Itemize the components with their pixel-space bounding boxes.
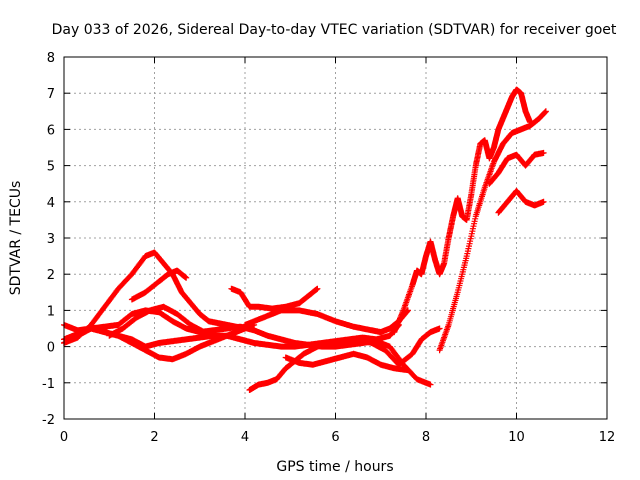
- plus-markers: [246, 325, 443, 393]
- y-tick-label: 6: [47, 123, 55, 138]
- plus-markers: [436, 108, 549, 354]
- sat-track-12: [436, 108, 549, 354]
- sat-track-5: [128, 267, 190, 303]
- data-marks: [61, 86, 549, 393]
- plus-markers: [228, 285, 321, 312]
- plus-markers: [128, 267, 190, 303]
- sat-track-9: [246, 325, 443, 393]
- y-tick-label: 1: [47, 304, 55, 319]
- y-tick-label: 3: [47, 232, 55, 247]
- y-tick-label: 4: [47, 196, 55, 211]
- y-tick-label: 7: [47, 87, 55, 102]
- y-tick-label: -1: [42, 377, 55, 392]
- sat-track-7: [228, 285, 321, 312]
- plus-markers: [391, 86, 534, 336]
- chart-title: Day 033 of 2026, Sidereal Day-to-day VTE…: [52, 22, 617, 38]
- x-tick-label: 0: [60, 430, 68, 445]
- x-tick-label: 4: [241, 430, 249, 445]
- sat-track-13: [486, 149, 547, 187]
- sat-track-11: [391, 86, 534, 336]
- plus-markers: [495, 187, 547, 216]
- y-tick-label: 0: [47, 341, 55, 356]
- sat-track-6: [106, 303, 208, 339]
- plus-markers: [486, 149, 547, 187]
- y-tick-label: 8: [47, 51, 55, 66]
- y-axis-title: SDTVAR / TECUs: [8, 181, 24, 296]
- x-tick-label: 10: [508, 430, 525, 445]
- y-tick-label: 5: [47, 160, 55, 175]
- y-tick-label: 2: [47, 268, 55, 283]
- x-tick-label: 8: [422, 430, 430, 445]
- x-tick-label: 2: [150, 430, 158, 445]
- plus-markers: [282, 350, 411, 374]
- plus-markers: [106, 303, 208, 339]
- sat-track-14: [495, 187, 547, 216]
- x-tick-label: 12: [599, 430, 616, 445]
- y-tick-label: -2: [42, 413, 55, 428]
- plot-frame: [63, 56, 608, 420]
- x-tick-label: 6: [331, 430, 339, 445]
- x-axis-title: GPS time / hours: [276, 459, 393, 475]
- sat-track-10: [282, 350, 411, 374]
